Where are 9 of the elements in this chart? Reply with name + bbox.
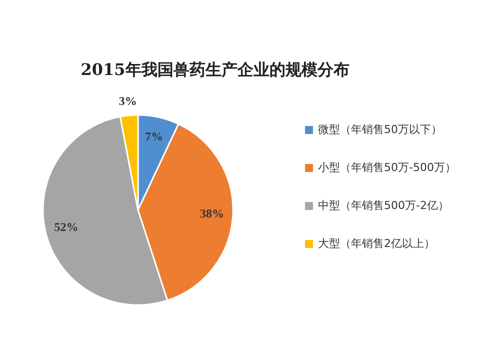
legend-label: 大型（年销售2亿以上） (318, 237, 435, 250)
chart-title: 2015年我国兽药生产企业的规模分布 (80, 60, 350, 79)
legend-label: 小型（年销售50万-500万） (318, 161, 456, 174)
data-label: 3% (118, 94, 137, 108)
data-label: 38% (200, 206, 224, 220)
legend-label: 中型（年销售500万-2亿） (318, 199, 449, 212)
data-label: 52% (54, 220, 78, 234)
legend-label: 微型（年销售50万以下） (318, 123, 442, 136)
data-label: 7% (145, 129, 164, 144)
